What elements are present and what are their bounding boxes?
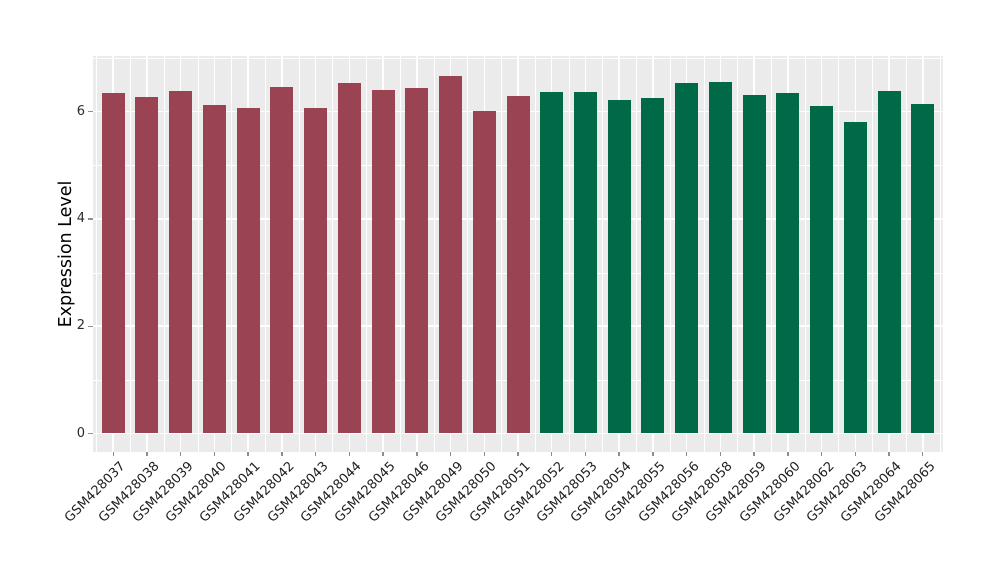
gridline-v-minor	[197, 56, 199, 452]
gridline-v-minor	[298, 56, 300, 452]
gridline-v-minor	[602, 56, 604, 452]
gridline-v-minor	[433, 56, 435, 452]
bar-GSM428052	[540, 92, 564, 434]
x-axis-tick	[652, 452, 654, 456]
x-axis-tick	[146, 452, 148, 456]
bar-GSM428041	[236, 107, 260, 434]
gridline-v-minor	[939, 56, 941, 452]
bar-GSM428054	[607, 99, 631, 434]
gridline-v-minor	[163, 56, 165, 452]
y-axis-tick	[88, 218, 93, 220]
bar-GSM428053	[573, 92, 597, 434]
bar-GSM428045	[371, 89, 395, 434]
bar-GSM428065	[911, 104, 935, 434]
y-axis-tick-label: 0	[76, 425, 85, 441]
bar-GSM428055	[641, 97, 665, 434]
gridline-v-minor	[872, 56, 873, 452]
bar-GSM428059	[742, 94, 766, 434]
y-axis-title: Expression Level	[56, 180, 76, 328]
y-axis-tick	[88, 432, 93, 435]
gridline-v-minor	[130, 56, 131, 452]
x-axis-tick	[584, 452, 587, 456]
x-axis-tick	[449, 452, 452, 456]
bar-GSM428058	[708, 82, 732, 434]
gridline-v-minor	[332, 56, 334, 452]
gridline-v-minor	[838, 56, 840, 452]
bar-GSM428060	[776, 93, 800, 434]
bar-GSM428063	[843, 122, 867, 434]
gridline-v-minor	[636, 56, 637, 452]
x-axis-tick	[618, 452, 620, 456]
bar-GSM428038	[135, 96, 159, 434]
gridline-v-minor	[669, 56, 671, 452]
x-axis-tick	[382, 452, 384, 456]
gridline-v-minor	[770, 56, 772, 452]
x-axis-tick	[314, 452, 317, 456]
bar-GSM428050	[472, 110, 496, 434]
gridline-v-minor	[366, 56, 367, 452]
x-axis-tick	[247, 452, 249, 456]
y-axis-tick-label: 2	[76, 318, 85, 334]
x-axis-tick	[416, 452, 418, 456]
bar-GSM428062	[810, 105, 834, 434]
gridline-v-minor	[399, 56, 401, 452]
x-axis-tick	[820, 452, 823, 456]
plot-panel	[93, 56, 943, 452]
bar-GSM428043	[304, 107, 328, 434]
x-axis-tick	[685, 452, 688, 456]
x-axis-tick	[854, 452, 856, 456]
bar-GSM428046	[405, 87, 429, 434]
bar-GSM428037	[101, 93, 125, 434]
x-axis-tick	[179, 452, 182, 456]
x-axis-tick	[483, 452, 485, 456]
x-axis-tick	[213, 452, 216, 456]
gridline-v-minor	[501, 56, 502, 452]
y-axis-tick	[88, 325, 93, 327]
bar-GSM428051	[506, 96, 530, 434]
gridline-v-minor	[703, 56, 705, 452]
x-axis-tick	[551, 452, 553, 456]
gridline-v-minor	[568, 56, 570, 452]
gridline-v-minor	[96, 56, 98, 452]
gridline-v-minor	[467, 56, 469, 452]
x-axis-tick	[348, 452, 351, 456]
gridline-v-minor	[231, 56, 233, 452]
gridline-v-minor	[265, 56, 266, 452]
x-axis-tick	[112, 452, 114, 456]
x-axis-tick	[517, 452, 519, 456]
x-axis-tick	[719, 452, 722, 456]
gridline-v-minor	[737, 56, 739, 452]
bar-GSM428044	[337, 82, 361, 434]
bar-GSM428056	[675, 83, 699, 434]
bar-GSM428040	[202, 105, 226, 434]
gridline-v-minor	[534, 56, 536, 452]
bar-GSM428042	[270, 86, 294, 434]
y-axis-tick	[88, 111, 93, 113]
x-axis-tick	[281, 452, 283, 456]
x-axis-tick	[753, 452, 755, 456]
bar-GSM428064	[877, 91, 901, 434]
gridline-v-minor	[905, 56, 907, 452]
y-axis-tick-label: 6	[76, 103, 85, 119]
x-axis-tick	[787, 452, 789, 456]
bar-GSM428039	[169, 91, 193, 434]
y-axis-tick-label: 4	[76, 210, 85, 226]
x-axis-tick	[922, 452, 924, 456]
bar-GSM428049	[439, 75, 463, 434]
x-axis-tick	[888, 452, 890, 456]
gridline-v-minor	[804, 56, 806, 452]
